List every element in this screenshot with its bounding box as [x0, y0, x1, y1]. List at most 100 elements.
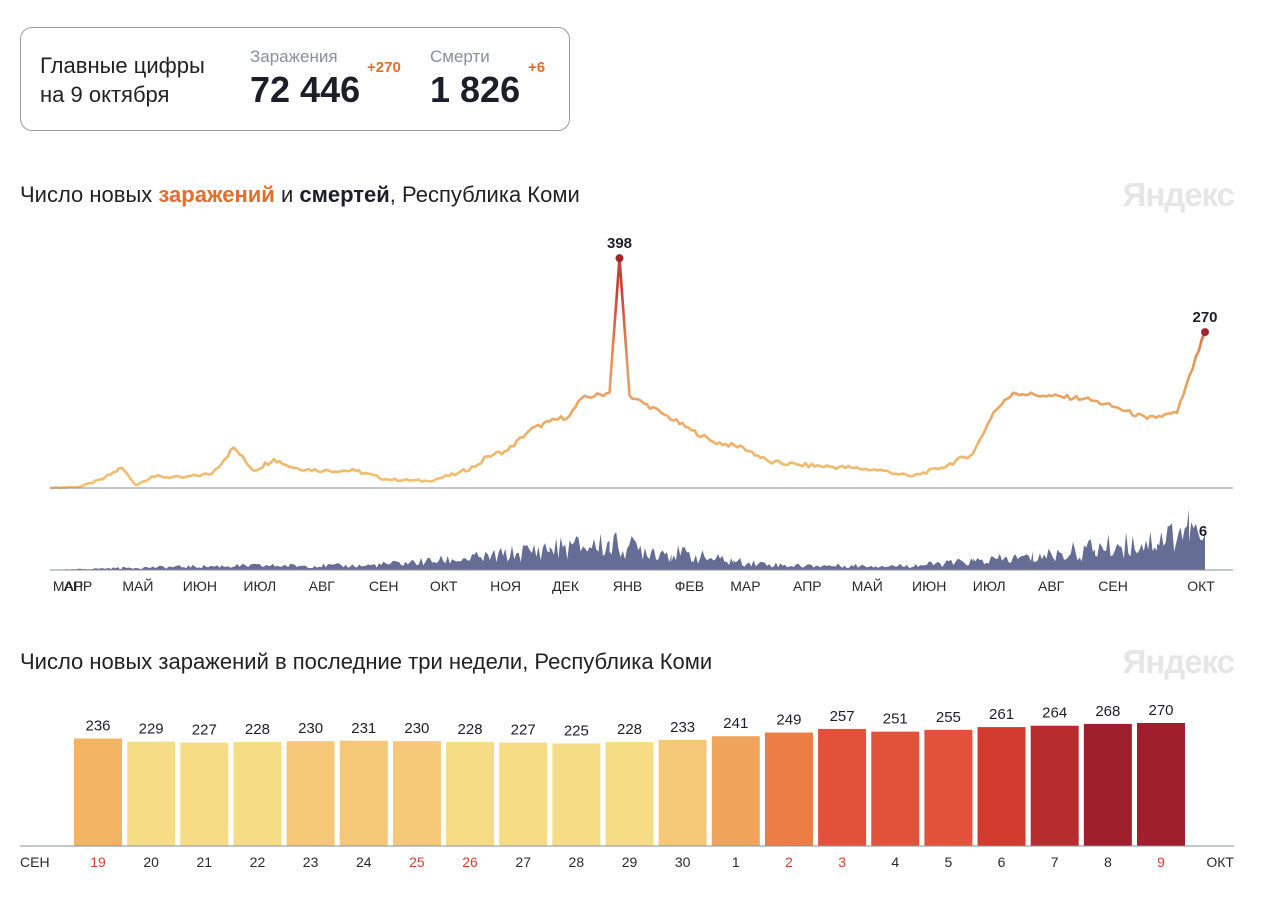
month-tick-label: МАР [730, 578, 760, 594]
bar-category-label: 5 [945, 854, 953, 870]
deaths-label: Смерти [430, 47, 490, 66]
month-tick-label: МАЙ [852, 577, 883, 594]
month-tick-label: ЯНВ [613, 578, 643, 594]
peak-label: 398 [607, 235, 632, 252]
bar-value-label: 261 [989, 706, 1014, 723]
bar-value-label: 227 [192, 722, 217, 739]
bar-category-label: 26 [462, 854, 478, 870]
month-tick-label: ОКТ [430, 578, 458, 594]
month-tick-label: МАР [53, 578, 83, 594]
summary-title-line1: Главные цифры [40, 53, 205, 78]
bar-category-label: 25 [409, 854, 425, 870]
title-middle: и [274, 182, 300, 207]
bar [180, 742, 229, 846]
bar-value-label: 230 [404, 720, 429, 737]
month-tick-label: ИЮН [912, 578, 946, 594]
cases-delta: +270 [367, 59, 401, 76]
bar-value-label: 233 [670, 719, 695, 736]
month-tick-label: ИЮЛ [973, 578, 1006, 594]
bar-value-label: 268 [1095, 703, 1120, 720]
deaths-stat: Смерти 1 826 [430, 47, 520, 113]
bar-value-label: 270 [1148, 702, 1173, 719]
month-tick-label: АВГ [1038, 578, 1065, 594]
bar [392, 741, 441, 846]
bar-value-label: 229 [139, 721, 164, 738]
bar [74, 738, 122, 846]
bar [499, 742, 548, 846]
bar-month-end: ОКТ [1206, 854, 1234, 870]
title-cases-word: заражений [158, 182, 275, 207]
bar-value-label: 228 [245, 721, 270, 738]
bar-category-label: 21 [197, 854, 213, 870]
cases-line [50, 256, 1207, 490]
bar [233, 742, 282, 846]
bar [127, 741, 176, 846]
yandex-watermark: Яндекс [1122, 176, 1235, 213]
bar-value-label: 255 [936, 709, 961, 726]
bar [924, 729, 973, 846]
bar [1030, 725, 1079, 846]
bar-category-label: 6 [998, 854, 1006, 870]
bar-chart: 2361922920227212282223023231242302522826… [20, 702, 1234, 870]
bar-value-label: 227 [511, 722, 536, 739]
bar-value-label: 230 [298, 720, 323, 737]
bar-value-label: 228 [458, 721, 483, 738]
bar-category-label: 30 [675, 854, 691, 870]
bar-category-label: 28 [569, 854, 585, 870]
bar [286, 741, 335, 846]
cases-value: 72 446 [250, 69, 361, 110]
bar [871, 731, 920, 846]
bar [764, 732, 813, 846]
month-tick-label: СЕН [1098, 578, 1128, 594]
month-tick-label: ИЮЛ [243, 578, 276, 594]
bar-value-label: 251 [883, 711, 908, 728]
title-prefix: Число новых [20, 182, 159, 207]
bar-category-label: 24 [356, 854, 372, 870]
bar-value-label: 264 [1042, 705, 1067, 722]
bar [552, 743, 601, 846]
deaths-delta: +6 [528, 59, 546, 76]
bar [1083, 723, 1132, 846]
bar-value-label: 257 [830, 708, 855, 725]
bar-value-label: 225 [564, 723, 589, 740]
bar-chart-title: Число новых заражений в последние три не… [20, 649, 713, 674]
bar-category-label: 4 [891, 854, 899, 870]
month-tick-label: АПР [793, 578, 822, 594]
title-deaths-word: смертей [299, 182, 390, 207]
bar [818, 728, 867, 846]
month-tick-label: ФЕВ [675, 578, 704, 594]
bar-category-label: 27 [515, 854, 531, 870]
month-tick-label: ОКТ [1187, 578, 1215, 594]
summary-title-line2: на 9 октября [40, 82, 170, 107]
bar-value-label: 231 [351, 720, 376, 737]
bar-category-label: 3 [838, 854, 846, 870]
last-cases-label: 270 [1192, 309, 1217, 326]
month-tick-label: АПР [64, 578, 93, 594]
peak-dot [615, 254, 624, 263]
bar-value-label: 241 [723, 715, 748, 732]
bar [339, 740, 388, 846]
last-cases-dot [1201, 328, 1209, 337]
bar-category-label: 20 [143, 854, 159, 870]
month-tick-label: ИЮН [183, 578, 217, 594]
last-deaths-label: 6 [1199, 523, 1207, 540]
bar-value-label: 249 [776, 712, 801, 729]
bar [605, 742, 654, 846]
deaths-value: 1 826 [430, 69, 521, 110]
cases-label: Заражения [250, 47, 338, 66]
deaths-area [50, 509, 1205, 570]
bar-value-label: 228 [617, 721, 642, 738]
bar [1137, 723, 1185, 846]
summary-title: Главные цифры на 9 октября [40, 51, 205, 109]
bar [711, 736, 760, 846]
month-tick-label: НОЯ [490, 578, 521, 594]
month-tick-label: МАЙ [122, 577, 153, 594]
bar [658, 739, 707, 846]
bar-category-label: 8 [1104, 854, 1112, 870]
bar [977, 727, 1026, 846]
bar-category-label: 22 [250, 854, 266, 870]
timeline-chart-title: Число новых заражений и смертей, Республ… [20, 182, 580, 208]
bar-category-label: 23 [303, 854, 319, 870]
month-tick-label: СЕН [369, 578, 399, 594]
bar-category-label: 2 [785, 854, 793, 870]
